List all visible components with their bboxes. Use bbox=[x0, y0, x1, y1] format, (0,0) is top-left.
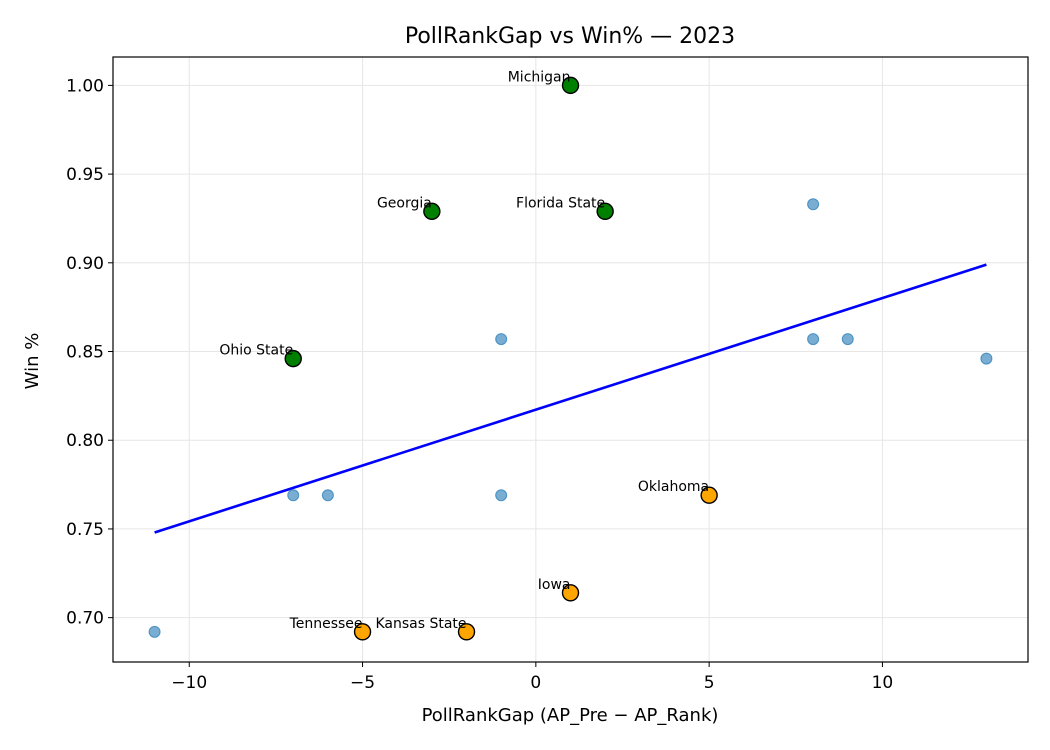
y-tick-label: 0.75 bbox=[66, 520, 104, 540]
y-tick-label: 0.70 bbox=[66, 609, 104, 629]
highlight-point-top bbox=[423, 202, 441, 221]
highlight-point-top bbox=[284, 349, 302, 368]
y-tick-label: 0.95 bbox=[66, 165, 104, 185]
grid-layer bbox=[113, 57, 1028, 662]
trend-line bbox=[154, 263, 987, 534]
data-point bbox=[807, 333, 820, 346]
chart-title: PollRankGap vs Win% — 2023 bbox=[405, 24, 735, 49]
x-tick-label: −10 bbox=[171, 673, 207, 693]
data-point bbox=[807, 198, 820, 211]
y-tick-label: 0.85 bbox=[66, 343, 104, 363]
point-label: Michigan bbox=[508, 69, 571, 85]
x-tick-label: −5 bbox=[350, 673, 375, 693]
x-tick-label: 5 bbox=[704, 673, 715, 693]
highlight-point-low bbox=[561, 584, 580, 602]
point-label: Florida State bbox=[516, 195, 605, 211]
point-label: Georgia bbox=[377, 195, 432, 211]
data-point bbox=[148, 625, 161, 638]
point-labels-layer: Michigan Georgia Florida State Ohio State Ok… bbox=[219, 69, 709, 631]
point-label: Iowa bbox=[538, 577, 571, 593]
highlight-point-top bbox=[561, 76, 580, 95]
y-tick-label: 0.80 bbox=[66, 431, 104, 451]
highlight-point-low bbox=[457, 623, 476, 641]
data-point bbox=[287, 489, 300, 502]
data-point bbox=[495, 489, 508, 502]
point-label: Tennessee bbox=[289, 616, 363, 632]
data-point bbox=[321, 489, 334, 502]
highlight-point-top bbox=[596, 202, 614, 221]
ticks-layer: −10 −5 0 5 10 0.70 0.75 0.80 0.85 0.90 0.95 1.00 bbox=[66, 76, 893, 693]
point-label: Oklahoma bbox=[638, 479, 709, 495]
plot-frame bbox=[112, 56, 1029, 663]
y-axis-label: Win % bbox=[22, 333, 43, 390]
point-label: Ohio State bbox=[219, 343, 293, 359]
trend-layer bbox=[154, 263, 987, 534]
x-tick-label: 10 bbox=[872, 673, 894, 693]
data-point bbox=[495, 333, 508, 346]
y-tick-label: 1.00 bbox=[66, 76, 104, 96]
data-point bbox=[841, 333, 854, 346]
y-tick-label: 0.90 bbox=[66, 254, 104, 274]
points-layer bbox=[148, 76, 993, 641]
highlight-point-low bbox=[700, 486, 718, 504]
x-tick-label: 0 bbox=[530, 673, 541, 693]
x-axis-label: PollRankGap (AP_Pre − AP_Rank) bbox=[422, 705, 719, 726]
highlight-point-low bbox=[353, 623, 372, 641]
data-point bbox=[980, 352, 993, 365]
point-label: Kansas State bbox=[375, 616, 466, 632]
